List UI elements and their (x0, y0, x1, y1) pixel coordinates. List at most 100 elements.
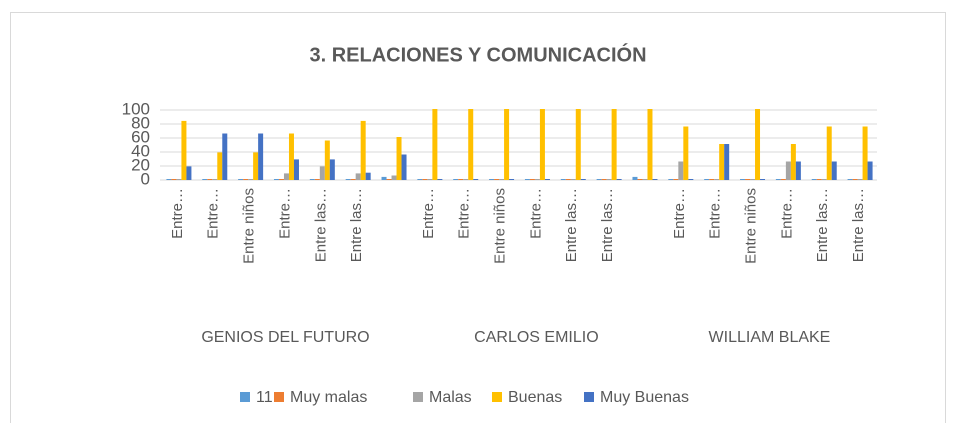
x-tick-label: Entre… (420, 188, 437, 239)
chart-title: 3. RELACIONES Y COMUNICACIÓN (309, 42, 646, 66)
bar (857, 179, 863, 180)
bar (309, 179, 315, 180)
bar (437, 179, 443, 180)
bar (345, 179, 351, 180)
bar (652, 179, 658, 180)
bar (606, 179, 612, 180)
group-label: GENIOS DEL FUTURO (201, 329, 369, 346)
legend-label: 11 (256, 389, 273, 406)
bar (386, 179, 392, 180)
legend-label: Buenas (508, 389, 562, 406)
bar (391, 175, 397, 180)
bar (176, 179, 182, 180)
bar (243, 179, 249, 180)
bar (596, 179, 602, 180)
bar (360, 120, 366, 180)
bar (847, 179, 853, 180)
bar (647, 109, 653, 180)
bar (616, 179, 622, 180)
bar (509, 179, 515, 180)
bar (714, 179, 720, 180)
bar (365, 172, 371, 180)
chart-border (10, 12, 946, 423)
bar (790, 144, 796, 180)
bar (458, 179, 464, 180)
bar (181, 120, 187, 180)
x-tick-label: Entre… (456, 188, 473, 239)
bar (775, 179, 781, 180)
x-tick-label: Entre… (778, 188, 795, 239)
bar (529, 179, 535, 180)
bar (683, 126, 689, 180)
bar (222, 133, 228, 180)
bar (811, 179, 817, 180)
bar (826, 126, 832, 180)
bar (785, 161, 791, 180)
bar (288, 133, 294, 180)
bar (673, 179, 679, 180)
legend-swatch (492, 392, 502, 402)
bar (580, 179, 586, 180)
bar (202, 179, 208, 180)
x-tick-label: Entre… (276, 188, 293, 239)
y-tick-label: 60 (131, 127, 150, 146)
x-tick-label: Entre… (527, 188, 544, 239)
bar (207, 179, 213, 180)
legend-label: Muy Buenas (600, 389, 689, 406)
x-tick-label: Entre niños (241, 188, 258, 264)
bar (329, 159, 335, 180)
bar (688, 179, 694, 180)
bar (319, 166, 325, 180)
bar (401, 154, 407, 180)
bar (253, 152, 259, 180)
bar (396, 137, 402, 180)
bar (544, 179, 550, 180)
bar (678, 161, 684, 180)
bar (248, 179, 254, 180)
x-tick-label: Entre las… (312, 188, 329, 262)
bar (601, 179, 607, 180)
bar (355, 173, 361, 180)
bar (238, 179, 244, 180)
bar (350, 179, 356, 180)
x-tick-label: Entre niños (492, 188, 509, 264)
legend-swatch (240, 392, 250, 402)
y-tick-label: 20 (131, 155, 150, 174)
bar (432, 109, 438, 180)
bar (637, 179, 643, 180)
y-tick-label: 80 (131, 113, 150, 132)
bar (504, 109, 510, 180)
x-tick-label: Entre las… (563, 188, 580, 262)
y-tick-label: 0 (141, 169, 150, 188)
bar (831, 161, 837, 180)
bar (283, 173, 289, 180)
bar (494, 179, 500, 180)
bar (186, 166, 192, 180)
bar (642, 179, 648, 180)
bar (422, 179, 428, 180)
bar (489, 179, 495, 180)
bar (293, 159, 299, 180)
bar (381, 176, 387, 180)
bar (258, 133, 264, 180)
bar (453, 179, 459, 180)
bar (724, 144, 730, 180)
bar (212, 179, 218, 180)
bar (575, 109, 581, 180)
bar (668, 179, 674, 180)
bar (795, 161, 801, 180)
bar (524, 179, 530, 180)
x-tick-label: Entre… (671, 188, 688, 239)
x-tick-label: Entre las… (814, 188, 831, 262)
bar (171, 179, 177, 180)
bar (565, 179, 571, 180)
bar (217, 152, 223, 180)
bar (278, 179, 284, 180)
bar (760, 179, 766, 180)
bar (632, 176, 638, 180)
y-tick-label: 40 (131, 141, 150, 160)
bar (755, 109, 761, 180)
bar (324, 140, 330, 180)
x-tick-label: Entre las… (850, 188, 867, 262)
